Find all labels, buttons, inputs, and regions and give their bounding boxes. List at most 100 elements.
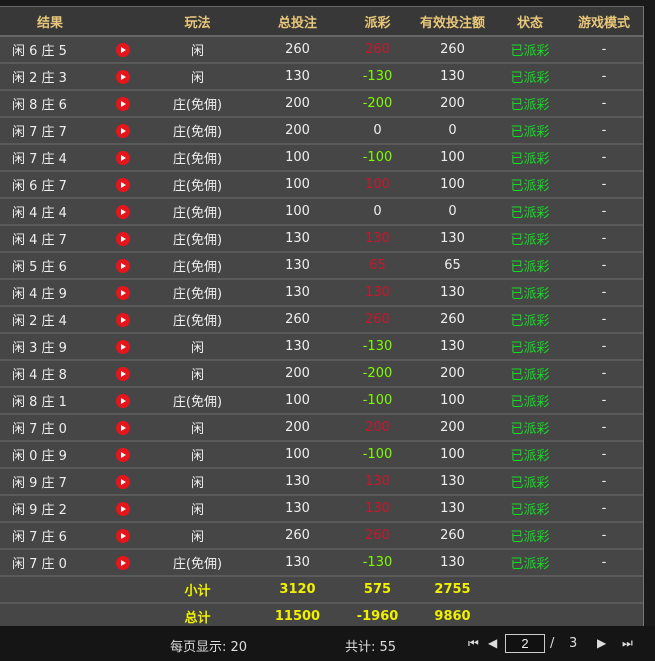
table-row: 闲 4 庄 8 闲 200 -200 200 已派彩 - bbox=[0, 360, 643, 388]
play-type-cell: 庄(免佣) bbox=[145, 387, 250, 415]
game-mode-cell: - bbox=[565, 63, 643, 91]
total-pages: 3 bbox=[569, 636, 578, 651]
prev-page-icon[interactable]: ◀ bbox=[488, 636, 498, 650]
total-bet-cell: 130 bbox=[250, 468, 345, 496]
table-row: 闲 6 庄 5 闲 260 260 260 已派彩 - bbox=[0, 36, 643, 64]
game-mode-cell: - bbox=[565, 252, 643, 280]
replay-cell[interactable] bbox=[100, 252, 145, 280]
valid-bet-cell: 200 bbox=[410, 90, 495, 118]
status-cell: 已派彩 bbox=[495, 279, 565, 307]
play-video-icon[interactable] bbox=[115, 123, 130, 138]
result-cell: 闲 3 庄 9 bbox=[0, 333, 100, 361]
result-cell: 闲 7 庄 6 bbox=[0, 522, 100, 550]
replay-cell[interactable] bbox=[100, 387, 145, 415]
play-type-cell: 闲 bbox=[145, 495, 250, 523]
play-video-icon[interactable] bbox=[115, 447, 130, 462]
play-video-icon[interactable] bbox=[115, 366, 130, 381]
status-cell: 已派彩 bbox=[495, 414, 565, 442]
replay-cell[interactable] bbox=[100, 414, 145, 442]
replay-cell[interactable] bbox=[100, 90, 145, 118]
play-video-icon[interactable] bbox=[115, 42, 130, 57]
bet-records-table: 结果 玩法 总投注 派彩 有效投注额 状态 游戏模式 闲 6 庄 5 闲 260 260 260 已派… bbox=[0, 6, 644, 631]
play-video-icon[interactable] bbox=[115, 339, 130, 354]
replay-cell[interactable] bbox=[100, 549, 145, 577]
replay-cell[interactable] bbox=[100, 495, 145, 523]
play-video-icon[interactable] bbox=[115, 501, 130, 516]
game-mode-cell: - bbox=[565, 225, 643, 253]
game-mode-cell: - bbox=[565, 90, 643, 118]
payout-cell: -100 bbox=[345, 441, 410, 469]
status-cell: 已派彩 bbox=[495, 306, 565, 334]
header-play: 玩法 bbox=[145, 7, 250, 37]
result-cell: 闲 7 庄 0 bbox=[0, 414, 100, 442]
total-bet-cell: 260 bbox=[250, 36, 345, 64]
per-page-label: 每页显示: 20 bbox=[170, 640, 248, 655]
game-mode-cell: - bbox=[565, 549, 643, 577]
replay-cell[interactable] bbox=[100, 279, 145, 307]
replay-cell[interactable] bbox=[100, 522, 145, 550]
play-video-icon[interactable] bbox=[115, 474, 130, 489]
play-video-icon[interactable] bbox=[115, 177, 130, 192]
pagination-bar: 每页显示: 20 共计: 55 ⏮ ◀ / 3 ▶ ⏭ bbox=[0, 626, 655, 661]
payout-cell: 130 bbox=[345, 279, 410, 307]
replay-cell[interactable] bbox=[100, 36, 145, 64]
next-page-icon[interactable]: ▶ bbox=[597, 636, 607, 650]
play-video-icon[interactable] bbox=[115, 96, 130, 111]
replay-cell[interactable] bbox=[100, 360, 145, 388]
payout-cell: 0 bbox=[345, 117, 410, 145]
status-cell: 已派彩 bbox=[495, 549, 565, 577]
play-video-icon[interactable] bbox=[115, 69, 130, 84]
payout-cell: -100 bbox=[345, 144, 410, 172]
play-video-icon[interactable] bbox=[115, 420, 130, 435]
payout-cell: -200 bbox=[345, 90, 410, 118]
empty-cell bbox=[495, 603, 565, 631]
header-valid-bet: 有效投注额 bbox=[410, 7, 495, 37]
subtotal-bet: 3120 bbox=[250, 576, 345, 604]
table-row: 闲 4 庄 9 庄(免佣) 130 130 130 已派彩 - bbox=[0, 279, 643, 307]
payout-cell: 130 bbox=[345, 468, 410, 496]
header-total-bet: 总投注 bbox=[250, 7, 345, 37]
last-page-icon[interactable]: ⏭ bbox=[622, 636, 633, 650]
status-cell: 已派彩 bbox=[495, 36, 565, 64]
replay-cell[interactable] bbox=[100, 225, 145, 253]
play-video-icon[interactable] bbox=[115, 312, 130, 327]
replay-cell[interactable] bbox=[100, 306, 145, 334]
status-cell: 已派彩 bbox=[495, 495, 565, 523]
play-video-icon[interactable] bbox=[115, 555, 130, 570]
page-input[interactable] bbox=[505, 634, 545, 653]
game-mode-cell: - bbox=[565, 144, 643, 172]
total-bet-cell: 100 bbox=[250, 171, 345, 199]
play-video-icon[interactable] bbox=[115, 393, 130, 408]
replay-cell[interactable] bbox=[100, 144, 145, 172]
replay-cell[interactable] bbox=[100, 441, 145, 469]
table-row: 闲 7 庄 0 闲 200 200 200 已派彩 - bbox=[0, 414, 643, 442]
table-row: 闲 7 庄 7 庄(免佣) 200 0 0 已派彩 - bbox=[0, 117, 643, 145]
play-video-icon[interactable] bbox=[115, 285, 130, 300]
replay-cell[interactable] bbox=[100, 63, 145, 91]
play-video-icon[interactable] bbox=[115, 258, 130, 273]
result-cell: 闲 9 庄 7 bbox=[0, 468, 100, 496]
replay-cell[interactable] bbox=[100, 333, 145, 361]
first-page-icon[interactable]: ⏮ bbox=[468, 636, 479, 650]
table-row: 闲 7 庄 6 闲 260 260 260 已派彩 - bbox=[0, 522, 643, 550]
valid-bet-cell: 65 bbox=[410, 252, 495, 280]
replay-cell[interactable] bbox=[100, 117, 145, 145]
header-row: 结果 玩法 总投注 派彩 有效投注额 状态 游戏模式 bbox=[0, 7, 643, 37]
replay-cell[interactable] bbox=[100, 198, 145, 226]
empty-cell bbox=[0, 576, 100, 604]
replay-cell[interactable] bbox=[100, 171, 145, 199]
status-cell: 已派彩 bbox=[495, 468, 565, 496]
empty-cell bbox=[495, 576, 565, 604]
status-cell: 已派彩 bbox=[495, 333, 565, 361]
play-video-icon[interactable] bbox=[115, 150, 130, 165]
valid-bet-cell: 200 bbox=[410, 360, 495, 388]
total-bet-cell: 200 bbox=[250, 360, 345, 388]
empty-cell bbox=[565, 576, 643, 604]
play-video-icon[interactable] bbox=[115, 528, 130, 543]
replay-cell[interactable] bbox=[100, 468, 145, 496]
play-video-icon[interactable] bbox=[115, 204, 130, 219]
status-cell: 已派彩 bbox=[495, 252, 565, 280]
play-video-icon[interactable] bbox=[115, 231, 130, 246]
play-type-cell: 庄(免佣) bbox=[145, 279, 250, 307]
valid-bet-cell: 100 bbox=[410, 441, 495, 469]
